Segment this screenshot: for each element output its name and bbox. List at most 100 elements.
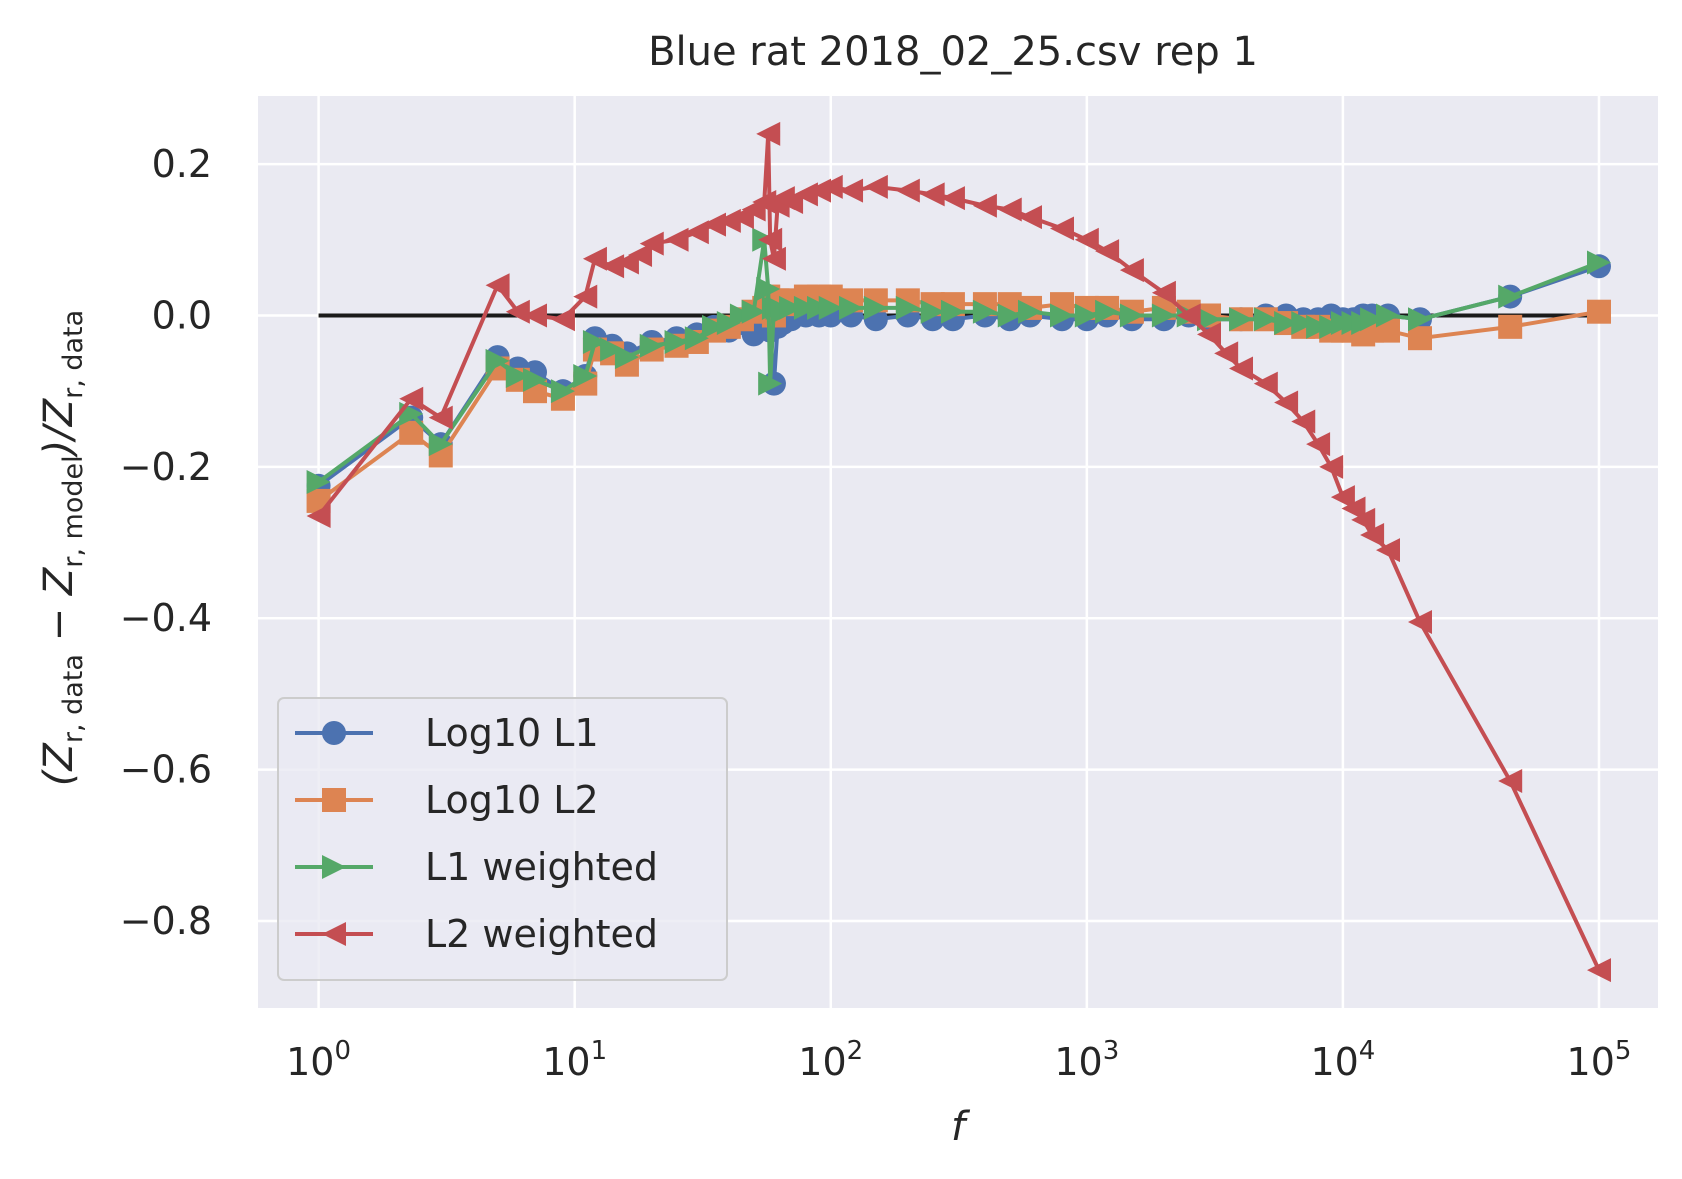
x-tick-base: 10 (542, 1040, 590, 1084)
data-point (997, 303, 1022, 328)
x-tick-base: 10 (1310, 1040, 1358, 1084)
x-tick-label: 100 (286, 1036, 351, 1084)
data-point (1586, 299, 1611, 324)
data-point (573, 364, 598, 389)
data-point (756, 121, 781, 146)
data-point (306, 469, 331, 494)
data-point (779, 295, 804, 320)
data-point (1119, 258, 1144, 283)
data-point (863, 174, 888, 199)
data-point (920, 182, 945, 207)
data-point (972, 193, 997, 218)
data-point (505, 299, 530, 324)
x-tick-label: 102 (798, 1036, 863, 1084)
y-axis-label: (Zr, data − Zr, model)/Zr, data (36, 310, 89, 786)
data-point (1306, 432, 1331, 457)
y-tick-label: −0.8 (120, 899, 212, 943)
y-tick-label: −0.6 (120, 748, 212, 792)
x-tick-label: 104 (1310, 1036, 1375, 1084)
x-tick-labels: 100 101 102 103 104 105 (286, 1036, 1631, 1084)
data-point (1375, 303, 1400, 328)
x-tick-base: 10 (798, 1040, 846, 1084)
data-point (1119, 303, 1144, 328)
data-point (1151, 303, 1176, 328)
data-point (920, 299, 945, 324)
data-point (639, 231, 664, 256)
data-point (701, 212, 726, 237)
data-point (1018, 205, 1043, 230)
data-point (1095, 299, 1120, 324)
data-point (664, 329, 689, 354)
data-point (940, 186, 965, 211)
y-tick-label: −0.2 (120, 445, 212, 489)
x-tick-label: 105 (1567, 1036, 1632, 1084)
data-point (428, 405, 453, 430)
data-point (716, 311, 741, 336)
y-label-sub3: r, data (58, 310, 89, 399)
legend-marker (322, 721, 346, 745)
data-point (1586, 250, 1611, 275)
legend-label: L1 weighted (425, 845, 658, 889)
data-point (1229, 307, 1254, 332)
data-point (522, 367, 547, 392)
legend: Log10 L1 Log10 L2 L1 weighted L2 weighted (277, 697, 728, 981)
data-point (1229, 356, 1254, 381)
x-tick-label: 101 (542, 1036, 607, 1084)
data-point (600, 337, 625, 362)
data-point (306, 504, 331, 529)
data-point (600, 254, 625, 279)
data-point (758, 371, 783, 396)
legend-marker (322, 788, 346, 812)
data-point (582, 246, 607, 271)
data-point (972, 299, 997, 324)
data-point (940, 299, 965, 324)
data-point (1050, 303, 1075, 328)
y-tick-label: 0.0 (152, 293, 212, 337)
data-point (1018, 299, 1043, 324)
legend-entry: Log10 L1 (295, 711, 599, 755)
data-point (628, 242, 653, 267)
x-axis-label: f (951, 1104, 971, 1150)
y-tick-label: −0.4 (120, 596, 212, 640)
data-point (1050, 216, 1075, 241)
data-point (839, 178, 864, 203)
data-point (1074, 227, 1099, 252)
x-tick-base: 10 (1567, 1040, 1615, 1084)
data-point (522, 303, 547, 328)
data-point (485, 348, 510, 373)
data-point (839, 295, 864, 320)
data-point (1306, 314, 1331, 339)
y-label-minus: − Z (36, 566, 82, 654)
data-point (818, 174, 843, 199)
data-point (1291, 409, 1316, 434)
legend-label: Log10 L2 (425, 778, 599, 822)
x-tick-base: 10 (1054, 1040, 1102, 1084)
series-l1-weighted (306, 227, 1611, 494)
x-tick-exponent: 3 (1103, 1036, 1120, 1066)
data-point (1407, 307, 1432, 332)
data-point (1407, 610, 1432, 635)
y-label-sub2: r, model (58, 455, 89, 567)
legend-marker (322, 922, 346, 946)
data-point (793, 295, 818, 320)
data-point (1291, 311, 1316, 336)
data-point (582, 329, 607, 354)
data-point (428, 432, 453, 457)
y-tick-labels: 0.2 0.0 −0.2 −0.4 −0.6 −0.8 (120, 142, 212, 943)
data-point (1375, 538, 1400, 563)
data-point (639, 333, 664, 358)
data-point (741, 299, 766, 324)
y-label-open: (Z (36, 742, 82, 787)
data-point (550, 379, 575, 404)
legend-frame (277, 697, 728, 981)
data-point (1498, 314, 1523, 339)
x-tick-exponent: 1 (591, 1036, 608, 1066)
series-group (306, 121, 1611, 983)
data-point (1586, 958, 1611, 983)
data-point (1407, 326, 1432, 351)
data-point (701, 314, 726, 339)
legend-entry: Log10 L2 (295, 778, 599, 822)
series-l2-weighted (306, 121, 1611, 983)
data-point (1274, 390, 1299, 415)
